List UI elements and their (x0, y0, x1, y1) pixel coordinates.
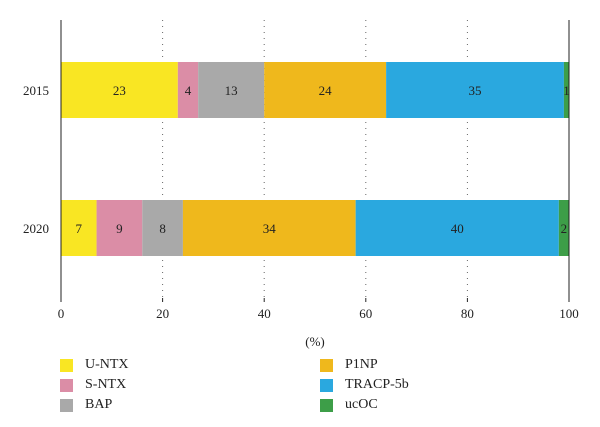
x-tick-label-0: 0 (58, 306, 65, 321)
bar-2020-bap (142, 200, 183, 256)
legend: U-NTX S-NTX BAP P1NP TRACP-5b ucOC (60, 356, 580, 420)
bar-2015-tracp-5b (386, 62, 564, 118)
bar-2015-s-ntx (177, 62, 199, 118)
bar-2020-tracp-5b (355, 200, 559, 256)
legend-swatch-tracp-5b (320, 378, 333, 392)
x-tick-label-40: 40 (258, 306, 271, 321)
data-label-2020-s-ntx: 9 (116, 221, 123, 236)
data-label-2015-ucoc: 1 (563, 83, 570, 98)
legend-label-tracp-5b: TRACP-5b (345, 377, 409, 392)
data-label-2015-u-ntx: 23 (113, 83, 126, 98)
legend-item-bap: BAP (60, 396, 112, 414)
legend-swatch-p1np (320, 358, 333, 372)
legend-label-u-ntx: U-NTX (85, 357, 129, 372)
legend-swatch-ucoc (320, 398, 333, 412)
data-label-2020-bap: 8 (159, 221, 166, 236)
data-label-2015-tracp-5b: 35 (469, 83, 482, 98)
bar-2020-p1np (182, 200, 356, 256)
legend-swatch-bap (60, 398, 73, 412)
legend-swatch-s-ntx (60, 378, 73, 392)
legend-label-p1np: P1NP (345, 357, 378, 372)
legend-swatch-u-ntx (60, 358, 73, 372)
x-tick-label-100: 100 (559, 306, 579, 321)
legend-item-tracp-5b: TRACP-5b (320, 376, 409, 394)
legend-label-ucoc: ucOC (345, 397, 378, 412)
data-label-2015-bap: 13 (225, 83, 238, 98)
x-tick-label-80: 80 (461, 306, 474, 321)
legend-item-ucoc: ucOC (320, 396, 378, 414)
bars (61, 62, 569, 256)
data-label-2020-ucoc: 2 (561, 221, 568, 236)
bar-2015-bap (198, 62, 265, 118)
bar-2020-u-ntx (61, 200, 97, 256)
bar-2015-ucoc (563, 62, 569, 118)
axes: 2015 2020 0 20 40 60 80 100 (%) (23, 20, 579, 349)
legend-label-bap: BAP (85, 397, 113, 412)
x-tick-label-20: 20 (156, 306, 169, 321)
legend-item-s-ntx: S-NTX (60, 376, 126, 394)
bar-2015-u-ntx (61, 62, 178, 118)
legend-item-u-ntx: U-NTX (60, 356, 129, 374)
data-label-2020-tracp-5b: 40 (451, 221, 464, 236)
data-label-2015-s-ntx: 4 (185, 83, 192, 98)
legend-label-s-ntx: S-NTX (85, 377, 127, 392)
bar-2020-s-ntx (96, 200, 143, 256)
data-label-2020-p1np: 34 (263, 221, 277, 236)
x-axis-label: (%) (305, 334, 325, 349)
category-label-2015: 2015 (23, 83, 49, 98)
data-labels: 23 4 13 24 35 1 7 9 8 34 40 2 (76, 83, 570, 236)
gridlines (162, 20, 468, 298)
data-label-2020-u-ntx: 7 (76, 221, 83, 236)
x-tick-label-60: 60 (359, 306, 372, 321)
bar-2015-p1np (264, 62, 387, 118)
data-label-2015-p1np: 24 (319, 83, 333, 98)
category-label-2020: 2020 (23, 221, 49, 236)
bar-2020-ucoc (558, 200, 569, 256)
legend-item-p1np: P1NP (320, 356, 378, 374)
